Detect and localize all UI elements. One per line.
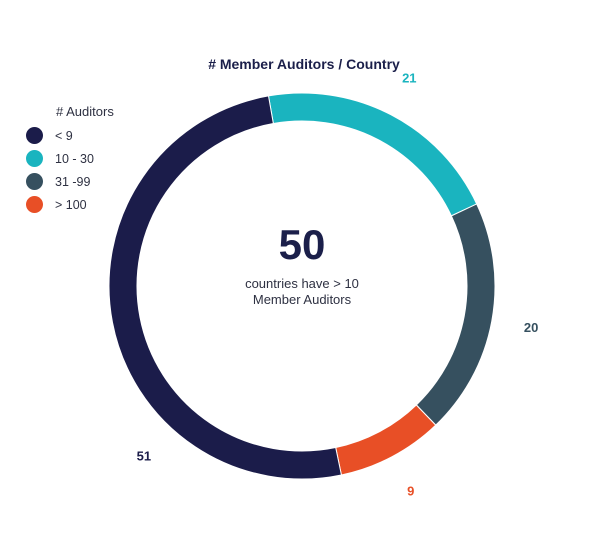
legend-label-31-99: 31 -99	[55, 174, 91, 189]
value-label-10-30: 21	[402, 71, 416, 86]
legend-label-gt-100: > 100	[55, 197, 87, 212]
value-label-gt-100: 9	[407, 484, 414, 499]
legend-item-lt-9: < 9	[26, 124, 156, 147]
legend-title: # Auditors	[56, 104, 114, 119]
legend-item-10-30: 10 - 30	[26, 147, 156, 170]
legend-swatch-gt-100	[26, 196, 43, 213]
chart-title: # Member Auditors / Country	[208, 56, 400, 72]
legend-swatch-lt-9	[26, 127, 43, 144]
legend-swatch-31-99	[26, 173, 43, 190]
legend-item-31-99: 31 -99	[26, 170, 156, 193]
value-label-lt-9: 51	[137, 449, 151, 464]
slice-10-30	[267, 92, 478, 217]
slice-lt-9	[108, 95, 343, 480]
legend-swatch-10-30	[26, 150, 43, 167]
legend: # Auditors < 9 10 - 30 31 -99 > 100	[26, 104, 156, 216]
legend-label-10-30: 10 - 30	[55, 151, 94, 166]
legend-label-lt-9: < 9	[55, 128, 73, 143]
slice-gt-100	[335, 404, 437, 476]
legend-item-gt-100: > 100	[26, 193, 156, 216]
slice-31-99	[415, 203, 496, 426]
value-label-31-99: 20	[524, 320, 538, 335]
center-caption: countries have > 10 Member Auditors	[245, 276, 359, 307]
center-value: 50	[278, 221, 326, 268]
